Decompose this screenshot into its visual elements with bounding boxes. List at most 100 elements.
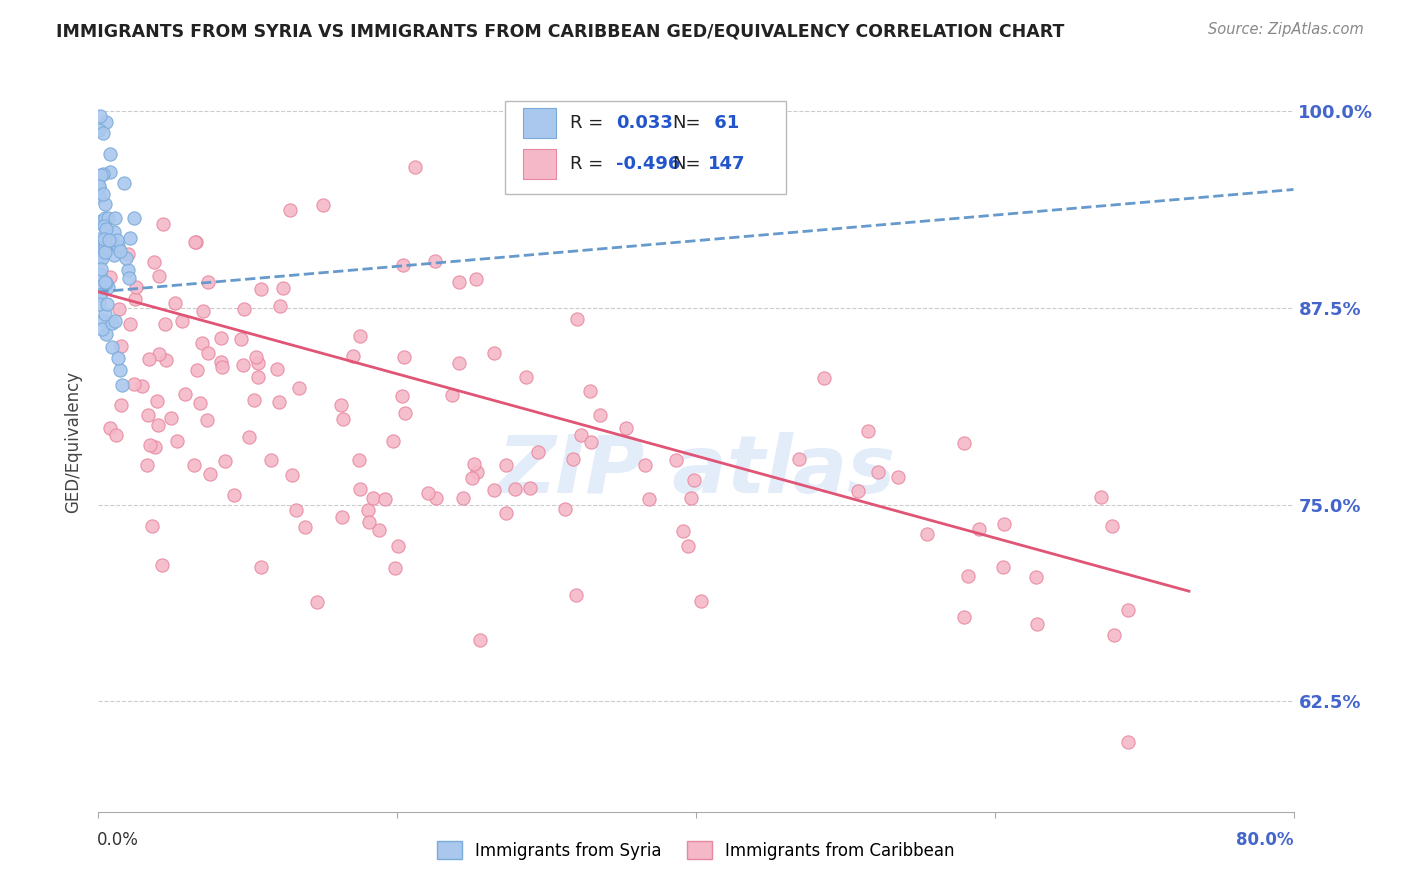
Point <box>245 350 267 364</box>
Point <box>515 369 537 384</box>
Point <box>89 297 111 311</box>
Point <box>394 406 416 420</box>
Point <box>136 408 159 422</box>
Point <box>146 393 169 408</box>
Point <box>91 313 114 327</box>
Point <box>90 213 112 227</box>
Point <box>294 520 316 534</box>
Point <box>616 421 638 435</box>
Point <box>197 346 219 360</box>
Point <box>672 524 695 538</box>
Point <box>342 349 364 363</box>
Point <box>93 186 115 201</box>
Point <box>453 491 475 506</box>
Point <box>461 470 484 484</box>
Point <box>94 114 117 128</box>
Point <box>868 465 890 479</box>
Point <box>160 411 183 425</box>
Point <box>183 458 205 472</box>
Point <box>103 248 125 262</box>
Point <box>91 251 114 265</box>
Point <box>665 453 688 467</box>
Point <box>94 197 117 211</box>
Point <box>195 413 218 427</box>
Text: Source: ZipAtlas.com: Source: ZipAtlas.com <box>1208 22 1364 37</box>
Point <box>97 233 120 247</box>
Point <box>305 595 328 609</box>
Point <box>231 332 253 346</box>
Point <box>112 176 135 190</box>
Point <box>246 355 269 369</box>
Point <box>565 588 588 602</box>
Point <box>1101 519 1123 533</box>
Point <box>138 352 160 367</box>
Point <box>332 411 354 425</box>
Point <box>124 292 146 306</box>
Point <box>108 244 131 259</box>
Point <box>464 272 486 286</box>
Point <box>94 239 117 253</box>
Point <box>152 218 174 232</box>
Point <box>96 276 118 290</box>
Text: 147: 147 <box>709 155 745 173</box>
Point <box>565 312 588 326</box>
Point <box>110 339 132 353</box>
Point <box>94 308 117 322</box>
Point <box>197 275 219 289</box>
Point <box>211 359 233 374</box>
FancyBboxPatch shape <box>523 149 557 178</box>
Point <box>90 245 112 260</box>
Text: 80.0%: 80.0% <box>1236 830 1294 848</box>
Point <box>163 295 186 310</box>
Point <box>681 491 703 505</box>
Point <box>155 352 177 367</box>
Point <box>449 356 471 370</box>
Point <box>993 517 1015 532</box>
Point <box>115 251 138 265</box>
Point <box>392 351 415 365</box>
Point <box>391 389 413 403</box>
Point <box>1116 603 1139 617</box>
Point <box>170 314 193 328</box>
Point <box>152 558 174 572</box>
Point <box>232 358 254 372</box>
Point <box>98 421 121 435</box>
Point <box>184 235 207 249</box>
Point <box>94 327 117 342</box>
Point <box>416 486 439 500</box>
Point <box>789 452 811 467</box>
Point <box>191 335 214 350</box>
Point <box>269 299 291 313</box>
Point <box>915 527 938 541</box>
Point <box>1026 617 1049 632</box>
Legend: Immigrants from Syria, Immigrants from Caribbean: Immigrants from Syria, Immigrants from C… <box>430 835 962 866</box>
Point <box>846 484 869 499</box>
Point <box>111 378 134 392</box>
Point <box>957 568 980 582</box>
Point <box>98 146 121 161</box>
Point <box>404 160 426 174</box>
Point <box>89 267 111 281</box>
Point <box>312 198 335 212</box>
Point <box>125 279 148 293</box>
Point <box>89 109 111 123</box>
Point <box>209 355 232 369</box>
Point <box>96 222 118 236</box>
Point <box>482 483 505 497</box>
Point <box>118 271 141 285</box>
Point <box>89 288 111 302</box>
Point <box>89 288 111 302</box>
Point <box>117 263 139 277</box>
Point <box>193 304 215 318</box>
Point <box>103 226 125 240</box>
Point <box>107 351 129 365</box>
Point <box>93 232 115 246</box>
Point <box>243 392 266 407</box>
Point <box>637 492 659 507</box>
Point <box>184 235 207 249</box>
Point <box>468 632 491 647</box>
Point <box>98 235 122 249</box>
Point <box>579 435 602 450</box>
Point <box>554 501 576 516</box>
Point <box>374 492 396 507</box>
